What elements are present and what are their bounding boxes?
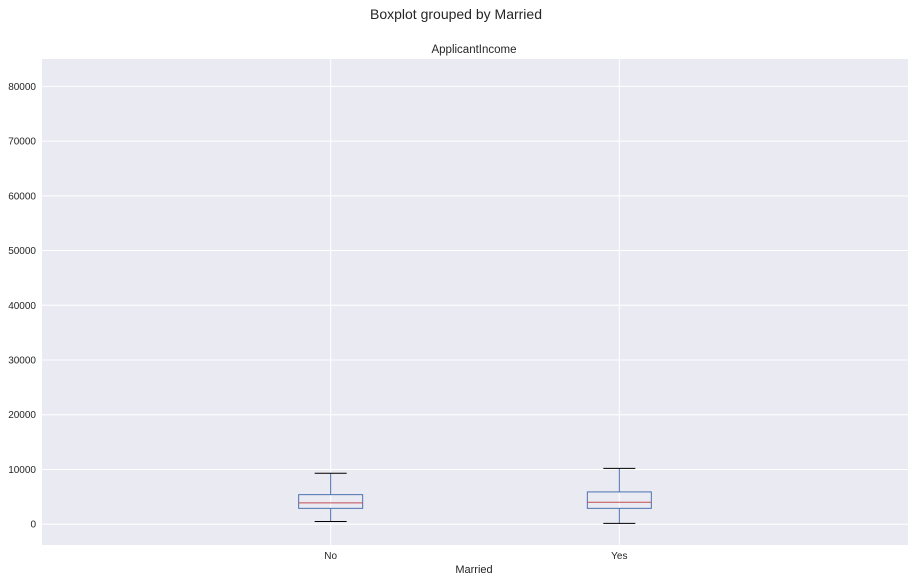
box-yes — [586, 467, 652, 524]
box-no — [298, 472, 364, 522]
y-axis-ticks: 0 10000 20000 30000 40000 50000 60000 70000 8000… — [8, 82, 36, 531]
iqr-box — [586, 491, 652, 509]
y-tick-label: 80000 — [8, 82, 36, 93]
x-tick-label: No — [324, 551, 337, 562]
x-axis-ticks: No Yes — [324, 551, 627, 562]
iqr-box — [298, 494, 364, 509]
y-tick-label: 40000 — [8, 301, 36, 312]
y-tick-label: 20000 — [8, 410, 36, 421]
x-axis-label: Married — [455, 564, 492, 576]
y-tick-label: 70000 — [8, 137, 36, 148]
boxes — [298, 467, 652, 524]
y-tick-label: 50000 — [8, 246, 36, 257]
x-tick-label: Yes — [611, 551, 627, 562]
y-tick-label: 0 — [30, 520, 36, 531]
plot-area — [42, 59, 908, 545]
gridlines — [42, 59, 908, 545]
figure-title: Boxplot grouped by Married — [370, 6, 542, 22]
y-tick-label: 10000 — [8, 465, 36, 476]
y-tick-label: 60000 — [8, 191, 36, 202]
axes-title: ApplicantIncome — [431, 44, 516, 56]
y-tick-label: 30000 — [8, 356, 36, 367]
